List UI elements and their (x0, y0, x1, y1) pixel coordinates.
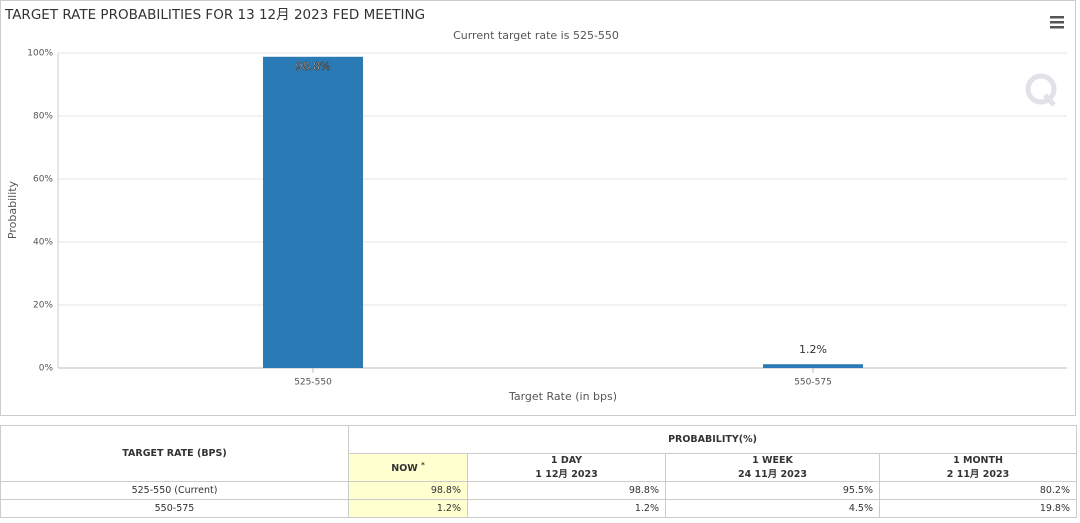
probability-table: TARGET RATE (BPS) PROBABILITY(%) NOW * 1… (0, 425, 1077, 518)
probability-cell: 1.2% (467, 499, 666, 518)
y-tick-label: 80% (33, 112, 53, 122)
column-header: 1 MONTH 2 11月 2023 (879, 453, 1077, 482)
menu-icon[interactable] (1050, 16, 1064, 29)
column-header: NOW * (348, 453, 468, 482)
x-tick-label: 550-575 (794, 378, 832, 388)
rate-cell: 525-550 (Current) (0, 481, 349, 500)
table-row: 550-575 1.2% 1.2% 4.5% 19.8% (0, 499, 1077, 518)
chart-subtitle: Current target rate is 525-550 (453, 29, 619, 42)
rate-cell: 550-575 (0, 499, 349, 518)
column-date: 24 11月 2023 (738, 469, 807, 480)
bar (763, 364, 863, 368)
rate-header: TARGET RATE (BPS) (0, 425, 349, 482)
chart: TARGET RATE PROBABILITIES FOR 13 12月 202… (4, 7, 1067, 403)
column-header: 1 DAY 1 12月 2023 (467, 453, 666, 482)
column-date: 1 12月 2023 (535, 469, 598, 480)
column-label: 1 WEEK (752, 455, 793, 466)
table-row: 525-550 (Current) 98.8% 98.8% 95.5% 80.2… (0, 481, 1077, 500)
value-label: 98.8% (296, 60, 331, 73)
probability-cell: 98.8% (348, 481, 468, 500)
y-tick-label: 0% (39, 364, 54, 374)
probability-cell: 1.2% (348, 499, 468, 518)
watermark-logo (1025, 73, 1057, 107)
x-tick-label: 525-550 (294, 378, 332, 388)
x-axis-label: Target Rate (in bps) (508, 390, 617, 403)
probability-cell: 95.5% (665, 481, 880, 500)
column-label: 1 MONTH (953, 455, 1003, 466)
probability-cell: 80.2% (879, 481, 1077, 500)
probability-cell: 4.5% (665, 499, 880, 518)
probability-header: PROBABILITY(%) (348, 425, 1077, 454)
value-label: 1.2% (799, 343, 827, 356)
column-note: * (421, 460, 425, 469)
probability-cell: 98.8% (467, 481, 666, 500)
y-tick-label: 20% (33, 301, 53, 311)
y-tick-label: 60% (33, 175, 53, 185)
y-tick-label: 100% (27, 49, 53, 59)
chart-title: TARGET RATE PROBABILITIES FOR 13 12月 202… (4, 7, 425, 23)
column-header: 1 WEEK 24 11月 2023 (665, 453, 880, 482)
y-tick-label: 40% (33, 238, 53, 248)
column-label: NOW (391, 463, 418, 475)
chart-panel: TARGET RATE PROBABILITIES FOR 13 12月 202… (0, 0, 1076, 416)
column-date: 2 11月 2023 (946, 469, 1010, 480)
y-axis-label: Probability (6, 180, 19, 239)
bar (263, 56, 363, 368)
probability-cell: 19.8% (879, 499, 1077, 518)
column-label: 1 DAY (550, 455, 583, 466)
